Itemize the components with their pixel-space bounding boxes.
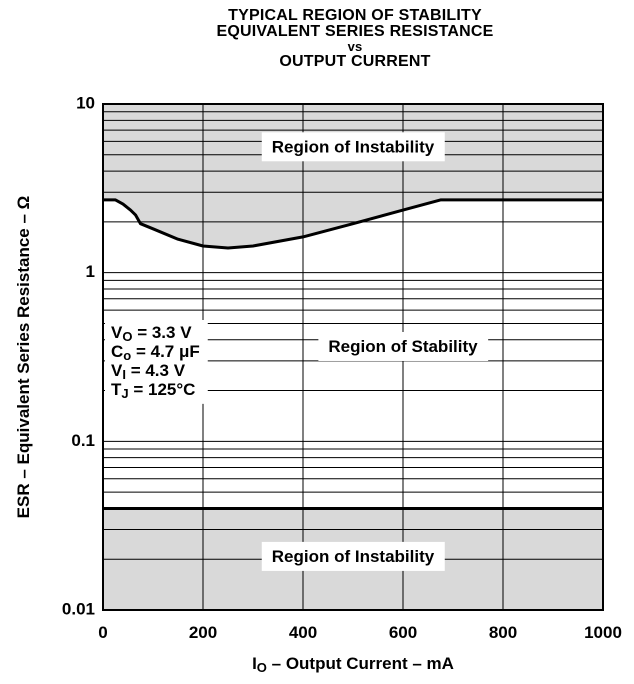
condition-subscript: J [121,386,128,401]
chart-title: TYPICAL REGION OF STABILITY EQUIVALENT S… [0,8,634,70]
condition-symbol: C [111,342,123,361]
tick-labels: 0 200 400 600 800 1000 0.01 0.1 1 10 [62,93,622,642]
boundary-curves [103,198,603,510]
condition-line: VI = 4.3 V [111,361,186,382]
condition-subscript: I [122,367,126,382]
x-axis-label-subscript: O [257,660,267,675]
condition-value: = 3.3 V [132,323,192,342]
condition-subscript: O [122,329,132,344]
x-axis-label-text: – Output Current – mA [267,654,454,673]
annotation-bg [261,132,445,162]
title-line-4: OUTPUT CURRENT [279,53,431,70]
condition-symbol: T [111,380,122,399]
y-axis-label: ESR – Equivalent Series Resistance – Ω [14,196,33,519]
title-line-3: vs [347,39,363,54]
condition-line: TJ = 125°C [111,380,195,401]
region-annotation: Region of Stability [328,337,478,356]
x-tick-label: 200 [189,623,217,642]
title-line-1: TYPICAL REGION OF STABILITY [228,7,482,24]
x-axis-label-symbol: I [252,654,257,673]
x-tick-label: 1000 [584,623,622,642]
conditions-bg [105,320,208,404]
y-tick-label: 0.01 [62,599,95,618]
x-axis-label: IO – Output Current – mA [252,654,454,675]
title-line-2: EQUIVALENT SERIES RESISTANCE [216,23,494,40]
upper-stability-boundary [103,198,603,250]
condition-value: = 125°C [129,380,196,399]
y-tick-label: 1 [86,262,95,281]
condition-subscript: o [123,348,131,363]
annotation-bg [261,541,445,571]
region-annotations: Region of Instability Region of Stability… [261,132,489,571]
x-tick-label: 800 [489,623,517,642]
condition-symbol: V [111,361,123,380]
y-tick-label: 0.1 [71,431,95,450]
condition-line: VO = 3.3 V [111,323,192,344]
condition-value: = 4.7 μF [131,342,200,361]
condition-value: = 4.3 V [126,361,186,380]
condition-line: Co = 4.7 μF [111,342,200,363]
region-annotation: Region of Instability [272,137,435,156]
region-annotation: Region of Instability [272,547,435,566]
annotation-bg [318,331,489,361]
x-tick-label: 600 [389,623,417,642]
x-tick-label: 400 [289,623,317,642]
y-tick-label: 10 [76,93,95,112]
condition-symbol: V [111,323,123,342]
x-tick-label: 0 [98,623,107,642]
plot-frame [102,103,604,611]
